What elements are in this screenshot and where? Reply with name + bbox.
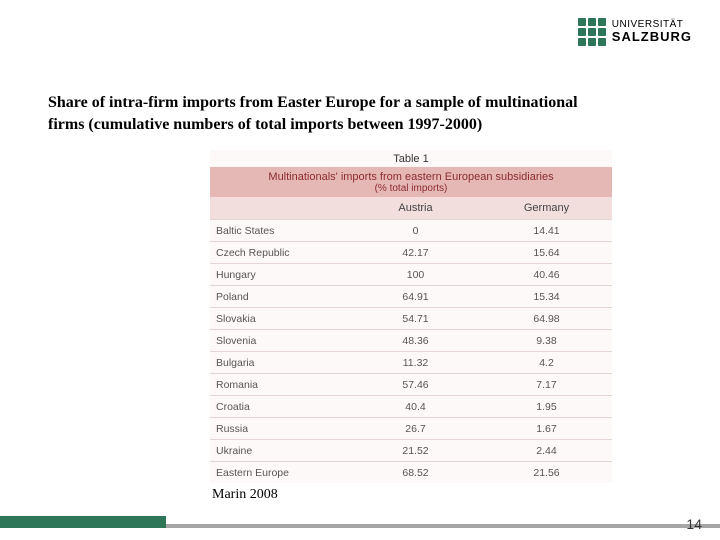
footer [0,516,720,528]
table-row: Czech Republic42.1715.64 [210,241,612,263]
row-value-germany: 2.44 [481,440,612,461]
table-header-line1: Multinationals' imports from eastern Eur… [210,171,612,183]
row-value-germany: 9.38 [481,330,612,351]
row-value-austria: 21.52 [350,440,481,461]
table-row: Croatia40.41.95 [210,395,612,417]
page-number: 14 [686,516,702,532]
source-citation: Marin 2008 [212,487,278,503]
row-value-germany: 7.17 [481,374,612,395]
slide: UNIVERSITÄT SALZBURG Share of intra-firm… [0,0,720,540]
col-header-germany: Germany [481,197,612,219]
row-value-germany: 21.56 [481,462,612,483]
logo-line2: SALZBURG [612,30,692,44]
university-logo: UNIVERSITÄT SALZBURG [578,18,692,46]
row-value-germany: 64.98 [481,308,612,329]
table-column-headers: Austria Germany [210,197,612,219]
row-value-germany: 1.95 [481,396,612,417]
row-label: Ukraine [210,440,350,461]
table-row: Romania57.467.17 [210,373,612,395]
row-value-germany: 1.67 [481,418,612,439]
row-value-austria: 57.46 [350,374,481,395]
table-row: Eastern Europe68.5221.56 [210,461,612,483]
table-row: Ukraine21.522.44 [210,439,612,461]
row-value-germany: 4.2 [481,352,612,373]
row-label: Baltic States [210,220,350,241]
table-header-block: Multinationals' imports from eastern Eur… [210,167,612,197]
row-label: Slovenia [210,330,350,351]
row-value-germany: 15.64 [481,242,612,263]
row-value-austria: 26.7 [350,418,481,439]
row-value-austria: 0 [350,220,481,241]
table-body: Baltic States014.41Czech Republic42.1715… [210,219,612,483]
table-row: Slovakia54.7164.98 [210,307,612,329]
data-table: Table 1 Multinationals' imports from eas… [210,150,612,483]
table-row: Poland64.9115.34 [210,285,612,307]
table-label: Table 1 [210,150,612,167]
row-value-austria: 100 [350,264,481,285]
logo-text: UNIVERSITÄT SALZBURG [612,20,692,44]
table-row: Hungary10040.46 [210,263,612,285]
row-label: Poland [210,286,350,307]
footer-accent-block [0,516,166,528]
row-label: Russia [210,418,350,439]
row-value-austria: 40.4 [350,396,481,417]
row-value-austria: 42.17 [350,242,481,263]
table-header-line2: (% total imports) [210,183,612,194]
row-value-germany: 14.41 [481,220,612,241]
row-label: Romania [210,374,350,395]
row-label: Slovakia [210,308,350,329]
table-row: Bulgaria11.324.2 [210,351,612,373]
row-label: Czech Republic [210,242,350,263]
table-row: Slovenia48.369.38 [210,329,612,351]
row-value-austria: 68.52 [350,462,481,483]
row-value-austria: 54.71 [350,308,481,329]
row-label: Croatia [210,396,350,417]
row-value-germany: 40.46 [481,264,612,285]
slide-title: Share of intra-firm imports from Easter … [48,92,608,135]
col-header-empty [210,197,350,219]
row-label: Bulgaria [210,352,350,373]
row-label: Eastern Europe [210,462,350,483]
row-value-austria: 11.32 [350,352,481,373]
row-value-austria: 64.91 [350,286,481,307]
logo-mark-icon [578,18,606,46]
row-label: Hungary [210,264,350,285]
table-row: Baltic States014.41 [210,219,612,241]
row-value-austria: 48.36 [350,330,481,351]
table-row: Russia26.71.67 [210,417,612,439]
col-header-austria: Austria [350,197,481,219]
row-value-germany: 15.34 [481,286,612,307]
